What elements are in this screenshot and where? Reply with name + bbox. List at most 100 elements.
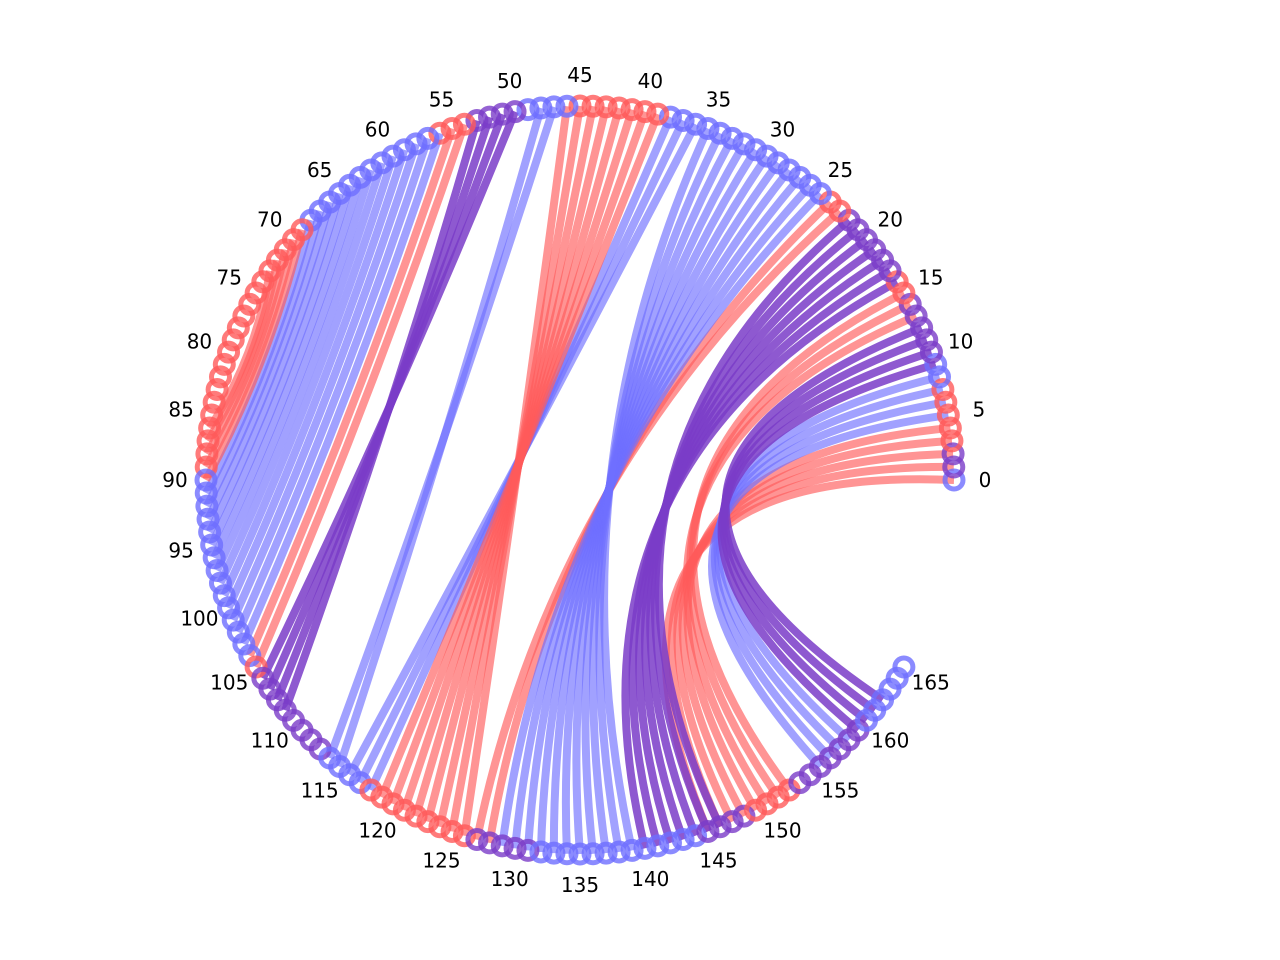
node-142 <box>658 831 682 855</box>
node-41 <box>620 98 644 122</box>
node-57 <box>416 126 440 150</box>
node-48 <box>529 96 553 120</box>
node-ring <box>194 94 966 866</box>
node-122 <box>404 804 428 828</box>
node-55 <box>440 117 464 141</box>
tick-label-95: 95 <box>168 538 193 562</box>
node-147 <box>720 810 744 834</box>
node-1 <box>942 455 966 479</box>
node-46 <box>555 94 579 118</box>
tick-label-120: 120 <box>358 819 396 843</box>
tick-label-150: 150 <box>763 819 801 843</box>
node-121 <box>392 798 416 822</box>
node-100 <box>217 596 241 620</box>
node-8 <box>928 365 952 389</box>
node-91 <box>194 481 218 505</box>
tick-label-45: 45 <box>567 63 592 87</box>
tick-label-115: 115 <box>301 778 339 802</box>
node-97 <box>205 558 229 582</box>
node-101 <box>221 608 245 632</box>
node-136 <box>581 842 605 866</box>
node-50 <box>503 100 527 124</box>
chord-66-93 <box>204 200 334 521</box>
node-82 <box>208 365 232 389</box>
chord-46-126 <box>460 105 571 837</box>
node-51 <box>490 102 514 126</box>
node-94 <box>198 520 222 544</box>
node-54 <box>452 112 476 136</box>
node-135 <box>568 842 592 866</box>
node-103 <box>232 632 256 656</box>
node-89 <box>194 455 218 479</box>
node-124 <box>428 815 452 839</box>
node-85 <box>200 403 224 427</box>
node-127 <box>465 828 489 852</box>
node-43 <box>594 95 618 119</box>
node-125 <box>440 819 464 843</box>
tick-label-85: 85 <box>168 398 193 422</box>
node-148 <box>732 804 756 828</box>
node-133 <box>542 841 566 865</box>
node-144 <box>684 824 708 848</box>
node-77 <box>232 304 256 328</box>
tick-label-100: 100 <box>180 607 218 631</box>
node-33 <box>720 126 744 150</box>
node-95 <box>200 533 224 557</box>
tick-label-65: 65 <box>307 158 332 182</box>
node-93 <box>196 507 220 531</box>
node-49 <box>516 98 540 122</box>
tick-label-125: 125 <box>422 849 460 873</box>
tick-label-55: 55 <box>429 87 454 111</box>
node-102 <box>226 620 250 644</box>
node-98 <box>208 571 232 595</box>
node-79 <box>221 328 245 352</box>
node-38 <box>658 105 682 129</box>
tick-label-130: 130 <box>491 867 529 891</box>
node-83 <box>205 378 229 402</box>
node-165 <box>892 655 916 679</box>
node-130 <box>503 836 527 860</box>
node-5 <box>936 403 960 427</box>
node-139 <box>620 838 644 862</box>
tick-label-50: 50 <box>497 69 522 93</box>
node-129 <box>490 834 514 858</box>
tick-label-0: 0 <box>979 468 992 492</box>
tick-label-110: 110 <box>251 728 289 752</box>
chord-58-101 <box>229 142 420 622</box>
tick-label-160: 160 <box>871 728 909 752</box>
node-34 <box>708 121 732 145</box>
chord-68-91 <box>202 219 315 495</box>
chord-62-97 <box>213 168 375 573</box>
chord-60-99 <box>220 154 397 598</box>
chord-22-146 <box>654 217 852 829</box>
chord-35-139 <box>600 126 712 852</box>
chord-67-92 <box>203 209 325 508</box>
node-134 <box>555 842 579 866</box>
node-45 <box>568 94 592 118</box>
node-36 <box>684 112 708 136</box>
node-140 <box>633 836 657 860</box>
node-37 <box>671 108 695 132</box>
node-128 <box>478 831 502 855</box>
chord-53-109 <box>281 119 481 712</box>
tick-label-70: 70 <box>257 208 282 232</box>
node-131 <box>516 838 540 862</box>
chord-59-100 <box>224 148 409 610</box>
node-76 <box>238 292 262 316</box>
chord-54-105 <box>252 123 469 669</box>
chord-48-115 <box>335 106 545 768</box>
node-137 <box>594 841 618 865</box>
node-132 <box>529 840 553 864</box>
node-88 <box>195 442 219 466</box>
chord-65-94 <box>206 192 344 534</box>
node-3 <box>940 429 964 453</box>
node-87 <box>196 429 220 453</box>
node-56 <box>428 121 452 145</box>
tick-label-135: 135 <box>561 873 599 897</box>
chord-55-104 <box>246 127 456 658</box>
node-99 <box>212 584 236 608</box>
node-138 <box>607 840 631 864</box>
tick-label-35: 35 <box>706 87 731 111</box>
tick-label-60: 60 <box>365 117 390 141</box>
node-78 <box>226 316 250 340</box>
